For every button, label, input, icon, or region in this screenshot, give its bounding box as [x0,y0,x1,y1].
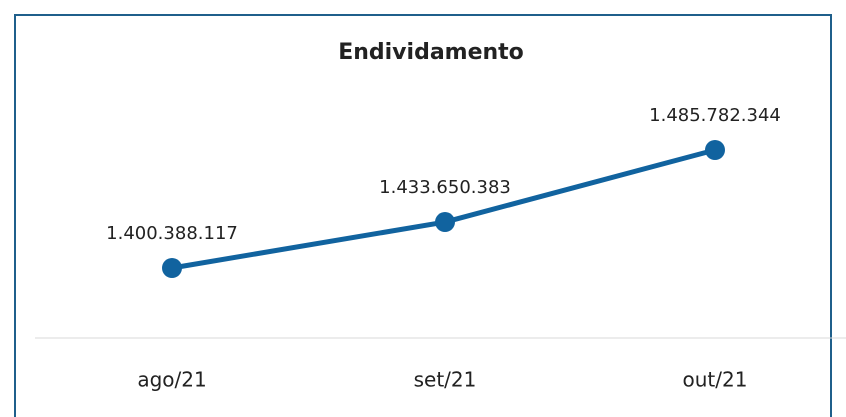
data-label: 1.485.782.344 [649,105,781,126]
x-tick-label: out/21 [683,368,748,392]
point [435,212,455,233]
data-label: 1.400.388.117 [106,223,238,244]
point [162,258,182,278]
frame [14,14,832,417]
x-tick-label: set/21 [414,368,477,392]
data-label: 1.433.650.383 [379,177,511,198]
x-tick-label: ago/21 [137,368,206,392]
chart-title: Endividamento [338,40,524,65]
point [705,140,725,160]
